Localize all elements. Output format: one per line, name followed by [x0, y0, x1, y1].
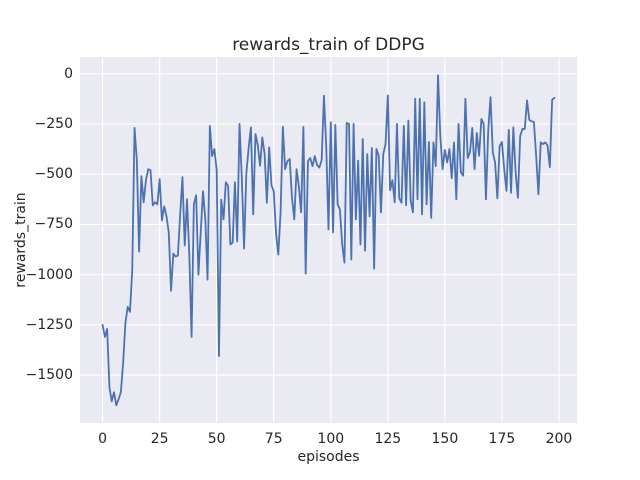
plot-background [80, 57, 577, 423]
plot-canvas [80, 57, 577, 423]
x-tick-label: 25 [150, 431, 169, 447]
x-tick-label: 200 [545, 431, 573, 447]
x-tick-label: 125 [374, 431, 402, 447]
y-tick-label: 0 [64, 65, 73, 82]
series-line-rewards_train [101, 74, 556, 407]
x-tick-label: 100 [317, 431, 345, 447]
y-tick-label: −500 [34, 166, 73, 183]
y-tick-label: −750 [34, 216, 73, 233]
y-tick-label: −1250 [25, 316, 73, 333]
x-tick-label: 0 [98, 431, 108, 447]
x-axis-label: episodes [297, 449, 360, 465]
x-tick-label: 150 [431, 431, 459, 447]
y-tick-label: −1000 [25, 266, 73, 283]
x-tick-label: 175 [488, 431, 516, 447]
x-tick-label: 75 [264, 431, 283, 447]
chart-title: rewards_train of DDPG [232, 35, 425, 55]
y-tick-label: −1500 [25, 367, 73, 384]
y-tick-label: −250 [34, 115, 73, 132]
plot-area [80, 57, 577, 423]
x-tick-label: 50 [207, 431, 226, 447]
